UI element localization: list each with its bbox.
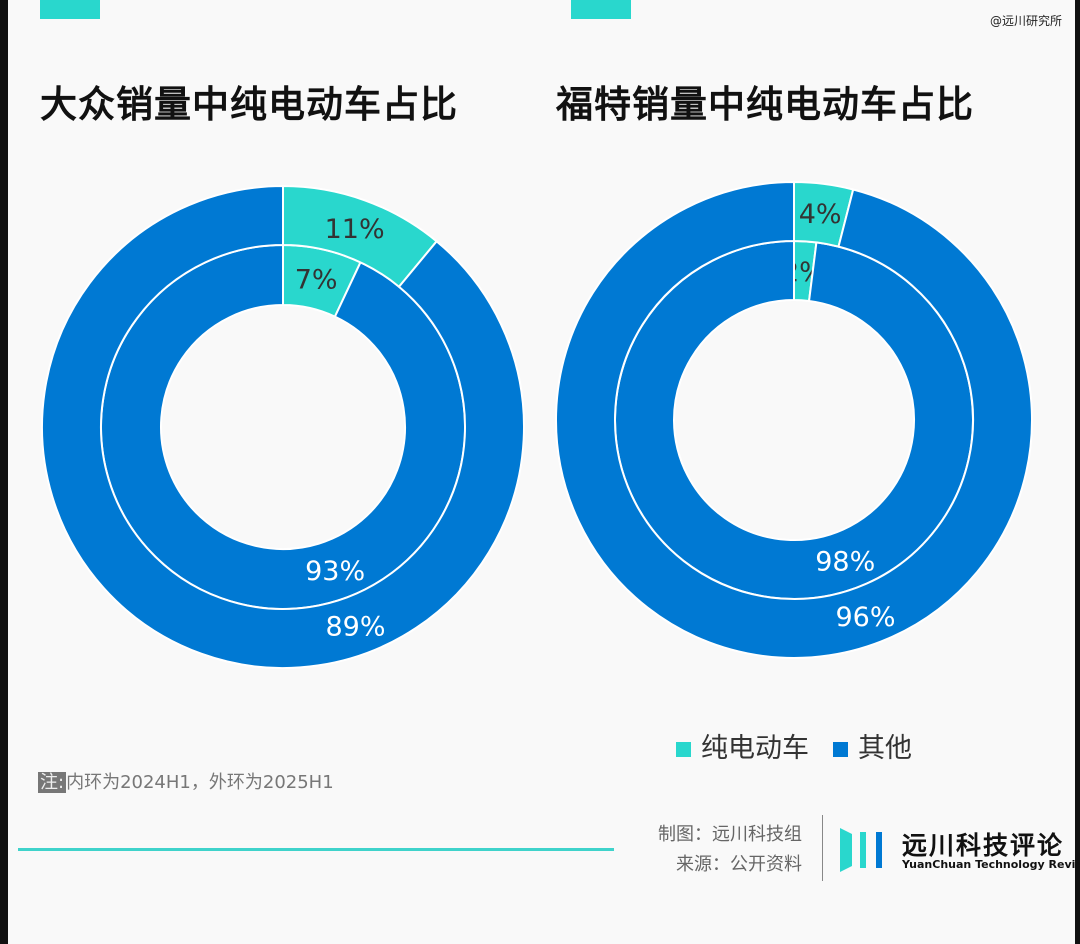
note-text: 内环为2024H1，外环为2025H1 <box>66 772 334 793</box>
credit-source: 来源：公开资料 <box>676 854 802 875</box>
credit-made: 制图：远川科技组 <box>658 824 802 845</box>
accent-tag-left <box>40 0 100 19</box>
donut-1-outer-label-other: 96% <box>835 602 895 633</box>
legend-label-ev: 纯电动车 <box>701 733 809 764</box>
donut-0-inner-label-ev: 7% <box>295 265 338 296</box>
right-edge <box>1075 0 1080 944</box>
logo-mark-icon <box>840 828 882 872</box>
donut-0-outer-slice-other <box>41 184 525 669</box>
note-key: 注: <box>38 772 67 793</box>
legend-swatch-other <box>833 742 848 757</box>
watermark: @远川研究所 <box>989 14 1062 28</box>
credits: 制图：远川科技组来源：公开资料 <box>640 820 802 880</box>
donut-1-inner-slice-other <box>614 239 974 600</box>
vertical-divider <box>822 815 823 881</box>
left-edge <box>0 0 8 944</box>
donut-1-outer-label-ev: 4% <box>799 199 842 230</box>
donut-0-outer-label-other: 89% <box>326 612 386 643</box>
donut-1-outer-slice-other <box>555 180 1033 659</box>
logo-text-cn: 远川科技评论 <box>902 831 1065 860</box>
legend-label-other: 其他 <box>858 733 912 764</box>
donut-0-inner-slice-other <box>100 243 466 610</box>
chart-title-vw: 大众销量中纯电动车占比 <box>40 83 458 126</box>
donut-0-inner-label-other: 93% <box>305 556 365 587</box>
donut-1-inner-label-other: 98% <box>815 546 875 577</box>
logo: 远川科技评论 YuanChuan Technology Review <box>838 826 1080 878</box>
accent-tag-right <box>571 0 631 19</box>
divider-line <box>18 848 614 851</box>
chart-title-ford: 福特销量中纯电动车占比 <box>556 83 974 126</box>
legend-item-ev: 纯电动车 <box>676 726 809 765</box>
logo-text-en: YuanChuan Technology Review <box>902 858 1080 871</box>
note: 注: 内环为2024H1，外环为2025H1 <box>38 768 334 794</box>
donut-0-outer-label-ev: 11% <box>325 214 385 245</box>
legend-item-other: 其他 <box>833 726 912 765</box>
legend: 纯电动车 其他 <box>676 726 912 765</box>
legend-swatch-ev <box>676 742 691 757</box>
